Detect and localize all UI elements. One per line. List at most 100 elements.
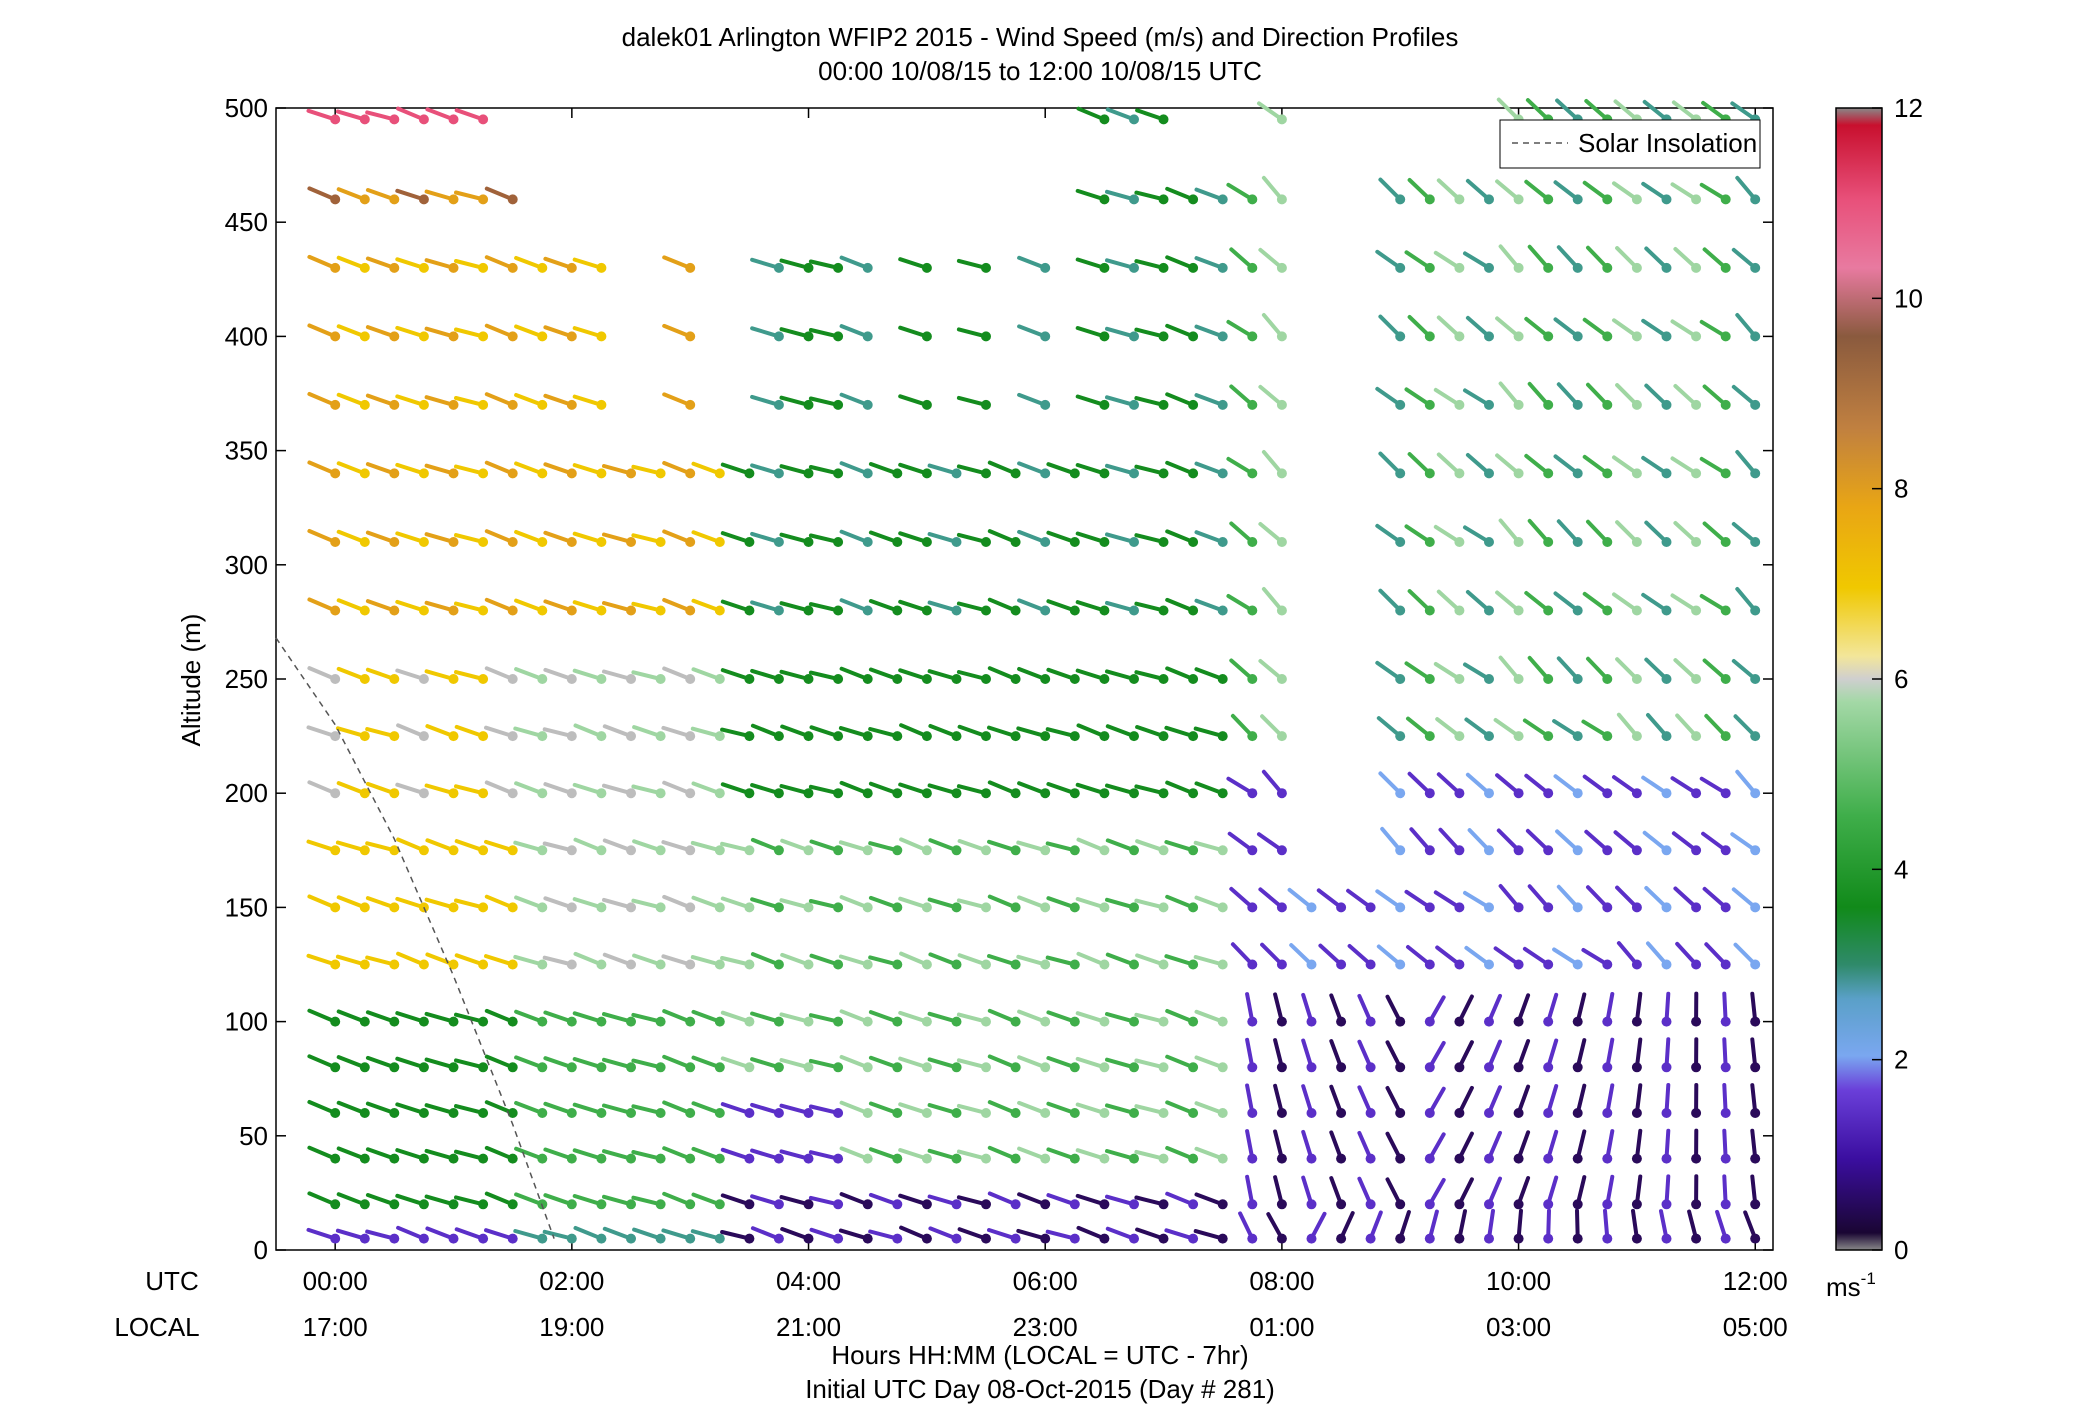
wind-barb xyxy=(1527,518,1554,547)
wind-barb xyxy=(898,1010,932,1027)
wind-barb-point xyxy=(981,731,991,742)
wind-barb xyxy=(1273,1083,1287,1118)
wind-barb xyxy=(1556,656,1583,684)
wind-barb xyxy=(1661,1037,1672,1073)
wind-barb xyxy=(956,258,991,273)
wind-barb-point xyxy=(1424,731,1435,742)
wind-barb xyxy=(1017,895,1051,913)
wind-barb-point xyxy=(507,194,518,205)
wind-barb-point xyxy=(507,1199,518,1210)
wind-barb-point xyxy=(655,468,666,479)
wind-barb-point xyxy=(596,1062,607,1073)
wind-barb xyxy=(424,897,459,913)
wind-barb-point xyxy=(1661,1062,1672,1073)
wind-barb-point xyxy=(389,468,400,479)
wind-barb-point xyxy=(1188,537,1199,547)
wind-barb-point xyxy=(418,731,429,742)
wind-barb xyxy=(572,782,607,799)
wind-barb-point xyxy=(359,902,370,913)
wind-barb-point xyxy=(862,399,873,410)
wind-barb xyxy=(839,529,873,547)
wind-barb-point xyxy=(1631,468,1642,479)
wind-barb xyxy=(839,1009,873,1027)
y-tick-label: 500 xyxy=(225,93,268,123)
wind-barb xyxy=(1336,1211,1355,1244)
wind-barb xyxy=(631,1195,666,1210)
wind-barb xyxy=(957,839,991,856)
wind-barb xyxy=(956,464,991,479)
wind-barb-point xyxy=(921,331,932,342)
wind-barb xyxy=(1406,716,1435,742)
wind-barb xyxy=(395,1011,429,1027)
wind-barb-point xyxy=(1040,845,1051,856)
wind-barb-point xyxy=(1336,902,1347,913)
wind-barb-point xyxy=(1040,1233,1051,1244)
wind-barb-point xyxy=(1484,1199,1494,1210)
wind-barb xyxy=(987,1145,1021,1164)
wind-barb xyxy=(454,1195,489,1210)
wind-barb-point xyxy=(537,605,548,616)
wind-barb xyxy=(572,668,607,684)
wind-barb-point xyxy=(714,1233,725,1244)
wind-barb xyxy=(1424,995,1446,1027)
wind-barb xyxy=(1687,1209,1702,1244)
wind-barb-point xyxy=(1602,1016,1613,1027)
wind-barb xyxy=(454,396,489,410)
wind-barb-point xyxy=(1247,399,1258,410)
wind-barb xyxy=(572,326,607,342)
wind-barb-point xyxy=(1247,1153,1258,1164)
wind-barb xyxy=(1045,841,1080,856)
wind-barb xyxy=(1194,1009,1228,1027)
wind-barb xyxy=(1135,108,1169,125)
wind-barb xyxy=(1436,589,1465,616)
wind-barb xyxy=(1702,521,1731,547)
wind-barb xyxy=(1615,885,1642,913)
wind-barb-point xyxy=(448,1016,459,1027)
wind-barb-point xyxy=(714,788,725,799)
x-tick-label-utc: 12:00 xyxy=(1723,1266,1788,1296)
wind-barb xyxy=(1258,887,1287,913)
wind-barb xyxy=(632,953,666,970)
x-tick-label-utc: 04:00 xyxy=(776,1266,841,1296)
x-tick-label-local: 21:00 xyxy=(776,1312,841,1342)
wind-barb-point xyxy=(1217,468,1228,479)
wind-barb-point xyxy=(744,731,755,742)
wind-barb-point xyxy=(833,731,844,742)
wind-barb xyxy=(1495,590,1524,616)
wind-barb-point xyxy=(1602,262,1613,273)
wind-barb-point xyxy=(1010,1199,1021,1210)
wind-barb xyxy=(336,598,370,616)
wind-barb xyxy=(1735,587,1761,616)
wind-barb-point xyxy=(655,1153,666,1164)
wind-barb-point xyxy=(744,1153,755,1164)
wind-barb xyxy=(572,1011,607,1027)
wind-barb xyxy=(365,781,400,799)
wind-barb-point xyxy=(1750,902,1761,913)
wind-barb xyxy=(957,953,991,970)
wind-barb-point xyxy=(892,845,903,856)
wind-barb xyxy=(572,463,607,479)
wind-barb-point xyxy=(537,1062,548,1073)
wind-barb-point xyxy=(1424,1062,1435,1073)
wind-barb xyxy=(956,532,991,547)
wind-barb xyxy=(365,462,400,479)
wind-barb xyxy=(424,326,459,342)
wind-barb-point xyxy=(1129,194,1139,205)
wind-barb xyxy=(1671,831,1702,856)
wind-barb xyxy=(956,1195,991,1210)
wind-barb-point xyxy=(507,674,518,684)
wind-barb xyxy=(602,1226,636,1244)
wind-barb xyxy=(1165,1146,1199,1164)
wind-barb-point xyxy=(1247,1199,1258,1210)
wind-barb-point xyxy=(1069,731,1080,742)
wind-barbs xyxy=(306,97,1761,1244)
wind-barb xyxy=(1670,182,1702,205)
wind-barb xyxy=(808,899,844,913)
wind-barb-point xyxy=(1543,731,1554,742)
wind-barb xyxy=(424,1194,459,1210)
wind-barb-point xyxy=(1247,331,1258,342)
y-tick-label: 50 xyxy=(239,1121,268,1151)
wind-barb-point xyxy=(1631,1199,1642,1210)
wind-barb-point xyxy=(714,845,725,856)
wind-barb xyxy=(691,598,725,616)
